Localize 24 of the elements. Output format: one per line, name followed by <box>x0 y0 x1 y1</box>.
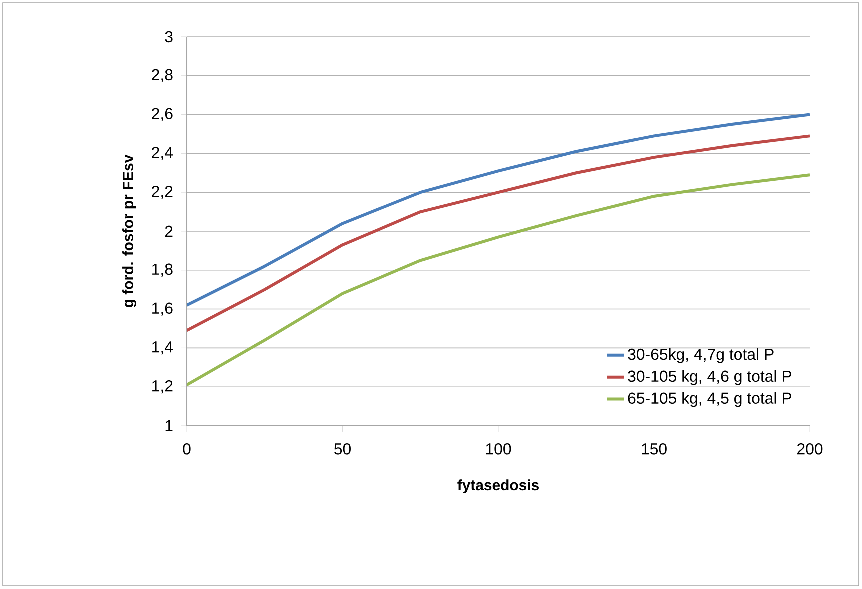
x-tick-label: 100 <box>486 444 512 455</box>
line-series <box>187 134 810 332</box>
y-tick-label: 2,4 <box>152 147 174 160</box>
x-axis-title: fytasedosis <box>458 480 539 494</box>
y-tick-label: 3 <box>165 31 173 43</box>
legend-label: 30-65kg, 4,7g total P <box>628 348 774 364</box>
y-axis-title: g ford. fosfor pr FEsv <box>122 154 137 308</box>
x-tick-label: 0 <box>183 444 191 455</box>
y-tick-label: 1,4 <box>152 342 174 355</box>
x-tick-label: 200 <box>798 444 823 455</box>
y-tick-label: 2 <box>165 226 173 238</box>
legend-label: 65-105 kg, 4,5 g total P <box>628 392 792 408</box>
y-tick-label: 1,6 <box>152 302 173 316</box>
y-tick-label: 1,2 <box>152 380 173 394</box>
y-tick-label: 1 <box>166 420 173 432</box>
line-series <box>187 174 810 387</box>
x-tick-label: 150 <box>642 444 667 455</box>
x-tick-label: 50 <box>334 444 351 455</box>
y-tick-label: 1,8 <box>152 264 173 277</box>
y-tick-label: 2,6 <box>152 108 173 122</box>
legend-label: 30-105 kg, 4,6 g total P <box>628 370 792 386</box>
line-series <box>187 113 810 307</box>
y-tick-label: 2,2 <box>152 186 173 200</box>
y-tick-label: 2,8 <box>152 69 173 82</box>
